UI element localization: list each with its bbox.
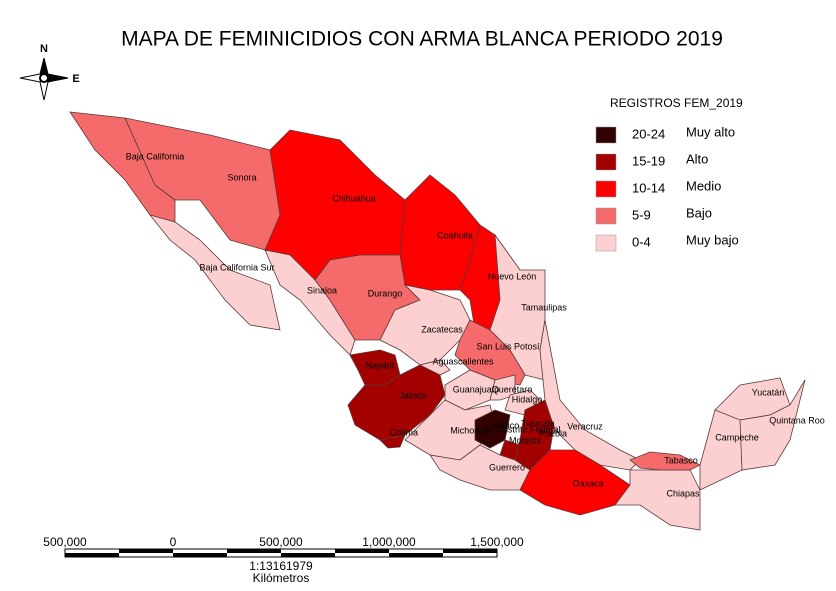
state-label: Zacatecas — [421, 324, 463, 334]
scale-bar-segment — [65, 553, 119, 557]
legend-label: Muy bajo — [686, 232, 739, 247]
legend-label: Bajo — [686, 205, 712, 220]
state-label: Yucatán — [752, 387, 785, 397]
legend-label: Alto — [686, 151, 708, 166]
scale-label: 1,500,000 — [470, 535, 524, 549]
state-label: Colima — [390, 427, 418, 437]
scale-units: Kilómetros — [253, 571, 310, 585]
state-label: Sinaloa — [307, 285, 337, 295]
legend-range: 0-4 — [632, 234, 651, 249]
state-label: Hidalgo — [512, 394, 543, 404]
state-label: Tlaxcala — [521, 418, 555, 428]
state-shape — [739, 379, 806, 471]
state-shape — [379, 434, 406, 449]
state-label: Nuevo León — [488, 271, 537, 281]
scale-bar-segment — [281, 553, 335, 557]
state-label: Querétaro — [492, 384, 533, 394]
legend-swatch — [595, 207, 617, 225]
state-shape — [418, 359, 451, 376]
state-label: Jalisco — [399, 390, 427, 400]
state-label: Chihuahua — [332, 193, 376, 203]
state-label: Distrito Federal — [499, 424, 560, 434]
state-shape — [124, 117, 281, 251]
legend-label: Muy alto — [686, 124, 735, 139]
state-label: Oaxaca — [572, 478, 603, 488]
legend-range: 10-14 — [632, 180, 665, 195]
compass-east: E — [72, 73, 79, 85]
state-shape — [489, 374, 516, 401]
scale-bar-segment — [443, 549, 497, 553]
state-label: Veracruz — [567, 421, 603, 431]
scale-bar-segment — [335, 549, 389, 553]
scale-bar-segment — [389, 553, 443, 557]
state-label: Aguascalientes — [432, 356, 494, 366]
legend-swatch — [595, 180, 617, 198]
state-label: Nayarit — [366, 360, 395, 370]
state-shape — [264, 249, 356, 356]
state-label: Tabasco — [664, 455, 698, 465]
legend-swatch — [595, 153, 617, 171]
state-label: Michoacán — [450, 425, 494, 435]
state-label: Tamaulipas — [521, 302, 567, 312]
state-label: Chiapas — [666, 488, 700, 498]
state-label: Baja California — [126, 151, 185, 161]
state-shape — [347, 364, 446, 441]
state-label: Sonora — [227, 172, 256, 182]
scale-bar-segment — [173, 553, 227, 557]
legend-label: Medio — [686, 178, 721, 193]
compass-center — [39, 73, 49, 83]
state-shape — [614, 469, 701, 531]
scale-label: 0 — [170, 535, 177, 549]
state-label: Puebla — [539, 428, 567, 438]
legend-title: REGISTROS FEM_2019 — [610, 96, 743, 110]
state-shape — [539, 319, 641, 471]
scale-label: 500,000 — [259, 535, 303, 549]
scale-label: 1,000,000 — [362, 535, 416, 549]
legend-swatch — [595, 234, 617, 252]
scale-bar-segment — [227, 549, 281, 553]
scale-label: 500,000 — [43, 535, 87, 549]
state-label: Campeche — [715, 432, 759, 442]
compass-north: N — [40, 43, 48, 55]
state-label: Durango — [368, 288, 403, 298]
state-label: Quintana Roo — [769, 415, 825, 425]
state-label: Guerrero — [489, 462, 525, 472]
state-label: Coahuila — [437, 230, 473, 240]
legend-range: 15-19 — [632, 153, 665, 168]
compass: N E — [19, 43, 80, 101]
state-shape — [629, 451, 701, 471]
legend-range: 5-9 — [632, 207, 651, 222]
state-label: Guanajuato — [453, 384, 500, 394]
scale-ratio: 1:13161979 — [249, 559, 313, 573]
states — [69, 111, 806, 531]
legend-range: 20-24 — [632, 126, 665, 141]
state-label: San Luis Potosí — [476, 341, 540, 351]
legend-swatch — [595, 126, 617, 144]
state-label: Morelos — [509, 435, 542, 445]
scale-bar-segment — [119, 549, 173, 553]
map-title: MAPA DE FEMINICIDIOS CON ARMA BLANCA PER… — [121, 28, 723, 51]
state-shape — [148, 214, 281, 331]
state-label: Baja California Sur — [199, 262, 274, 272]
state-label: México — [491, 420, 520, 430]
